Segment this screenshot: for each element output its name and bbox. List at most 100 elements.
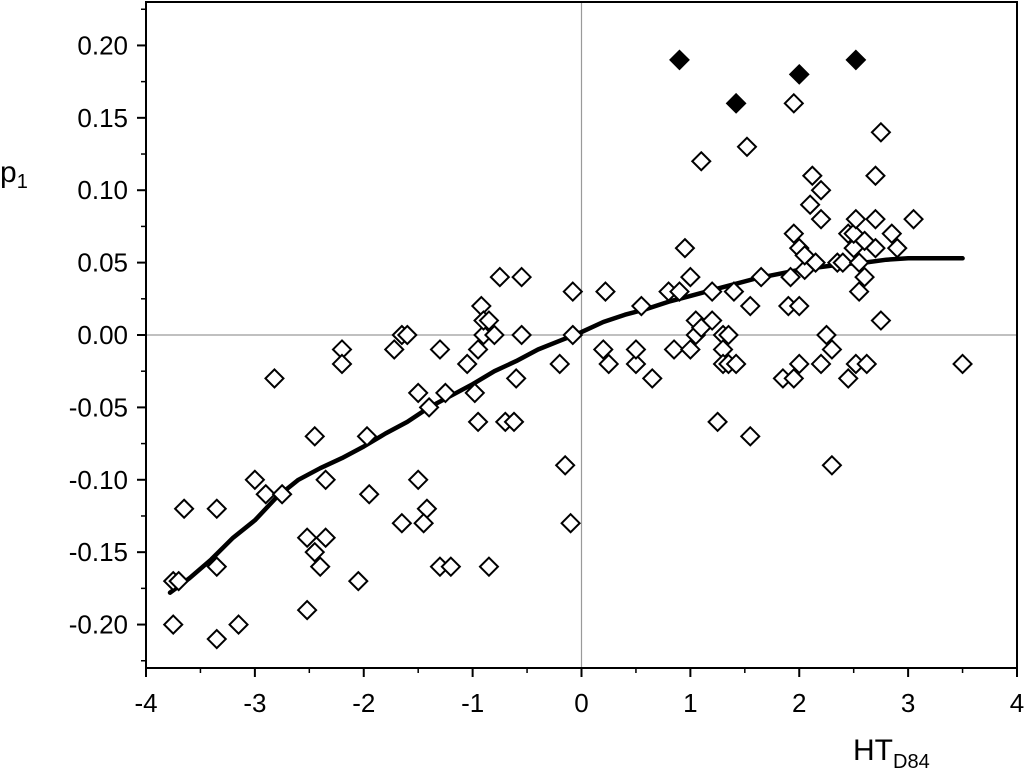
data-point-open — [870, 121, 892, 143]
x-axis-title-main: HT — [853, 734, 893, 767]
y-tick-label: -0.15 — [69, 537, 128, 567]
data-point-open — [383, 339, 405, 360]
x-tick-label: -4 — [134, 688, 157, 718]
data-point-open — [870, 310, 892, 331]
y-tick-label: 0.15 — [77, 103, 128, 133]
y-axis-title-sub: 1 — [17, 171, 28, 193]
data-point-open — [511, 324, 533, 346]
ticks — [137, 8, 1018, 677]
data-point-open — [549, 353, 571, 375]
data-point-open — [663, 339, 685, 360]
data-point-open — [725, 353, 747, 375]
x-tick-label: -2 — [352, 688, 375, 718]
data-point-open — [255, 483, 277, 505]
data-point-open — [701, 310, 723, 331]
data-point-open — [407, 382, 429, 404]
data-point-open — [440, 556, 462, 578]
data-point-open — [168, 570, 190, 592]
data-point-open — [854, 266, 875, 288]
data-point-open — [429, 339, 451, 360]
data-point-open — [244, 469, 266, 491]
data-point-open — [865, 165, 886, 187]
data-point-open — [739, 425, 761, 447]
y-tick-label: 0.10 — [77, 175, 128, 205]
data-point-open — [503, 411, 525, 433]
data-point-open — [304, 541, 326, 563]
data-point-open — [625, 353, 647, 375]
x-tick-label: 4 — [1010, 688, 1024, 718]
data-point-open — [799, 194, 821, 216]
y-tick-label: 0.00 — [77, 320, 128, 350]
data-point-open — [848, 281, 870, 302]
data-point-open — [505, 368, 527, 389]
data-point-open — [805, 252, 826, 274]
fit-line — [167, 256, 965, 595]
data-point-open — [845, 208, 867, 230]
y-tick-label: -0.05 — [69, 392, 128, 422]
data-point-open — [456, 353, 478, 375]
x-axis-title-sub: D84 — [893, 751, 930, 772]
data-point-open — [206, 498, 228, 520]
data-point-open — [228, 614, 249, 635]
data-point-open — [331, 353, 353, 375]
data-point-open — [271, 483, 293, 505]
data-point-open — [595, 281, 616, 302]
x-axis-title: HTD84 — [853, 734, 930, 772]
data-point-open — [788, 295, 810, 317]
data-point-filled — [669, 49, 690, 71]
data-point-open — [641, 368, 663, 389]
data-point-open — [750, 266, 772, 288]
data-point-open — [407, 469, 429, 491]
y-tick-label: -0.20 — [69, 610, 128, 640]
y-tick-label: 0.05 — [77, 248, 128, 278]
data-point-open — [315, 527, 337, 549]
data-point-open — [669, 281, 690, 302]
data-point-open — [856, 353, 878, 375]
data-point-open — [391, 512, 413, 534]
data-point-open — [843, 223, 865, 245]
data-point-open — [679, 266, 701, 288]
data-point-open — [356, 425, 378, 447]
data-point-open — [816, 324, 837, 346]
data-point-open — [173, 498, 195, 520]
data-point-open — [315, 469, 337, 491]
data-point-open — [794, 244, 816, 266]
data-point-open — [886, 237, 908, 259]
tick-labels: -4 -3 -2 -1 0 1 2 3 4 0.20 0.15 0.10 0.05 0.00 -0.05 -0… — [69, 30, 1024, 718]
x-tick-label: -1 — [461, 688, 484, 718]
data-point-open — [865, 237, 886, 259]
data-point-open — [162, 614, 184, 635]
data-point-open — [304, 425, 326, 447]
data-point-open — [736, 136, 758, 158]
data-point-open — [707, 411, 729, 433]
data-point-open — [780, 266, 801, 288]
data-point-open — [489, 266, 511, 288]
data-point-open — [478, 310, 500, 331]
x-tick-label: 0 — [574, 688, 588, 718]
axis-titles: p1 HTD84 — [0, 156, 930, 772]
data-point-open — [416, 498, 438, 520]
data-point-open — [865, 208, 886, 230]
data-point-open — [464, 382, 486, 404]
data-point-open — [592, 339, 614, 360]
data-point-open — [848, 252, 870, 274]
data-point-open — [674, 237, 696, 259]
data-point-open — [903, 208, 924, 230]
data-point-open — [801, 165, 823, 187]
data-point-open — [396, 324, 418, 346]
data-markers — [162, 49, 973, 650]
data-point-open — [783, 368, 805, 389]
data-point-open — [483, 324, 505, 346]
data-point-open — [296, 527, 318, 549]
data-point-open — [347, 570, 369, 592]
data-point-open — [810, 353, 832, 375]
data-point-filled — [725, 92, 747, 114]
data-point-open — [562, 324, 584, 346]
data-point-open — [718, 324, 739, 346]
data-point-open — [554, 454, 576, 476]
data-point-open — [478, 556, 500, 578]
x-tick-label: 3 — [901, 688, 915, 718]
data-point-open — [837, 368, 859, 389]
